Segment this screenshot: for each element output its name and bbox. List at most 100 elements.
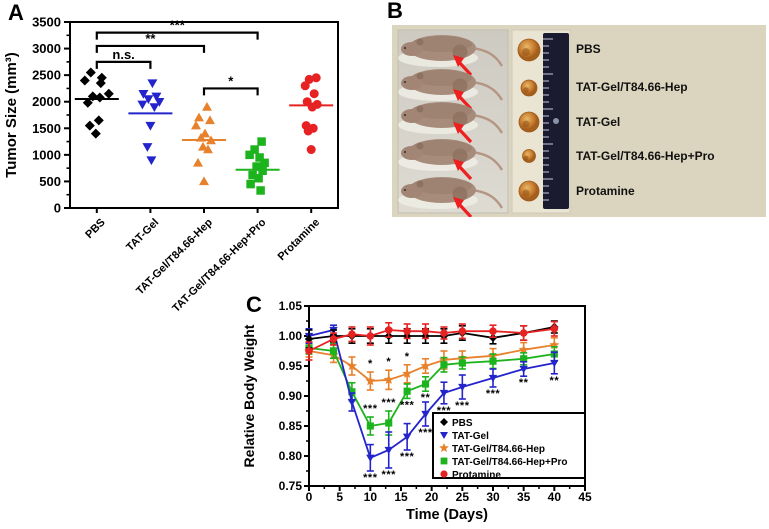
svg-text:3000: 3000 (32, 41, 61, 56)
treatment-label-4: TAT-Gel/T84.66-Hep+Pro (576, 149, 715, 163)
svg-text:0: 0 (54, 201, 61, 216)
tumor-size-plot: 0 500 1000 1500 2000 2500 3000 3500 Tumor Size (… (3, 15, 339, 315)
excised-tumor-3 (518, 111, 540, 133)
sig-star: *** (363, 403, 378, 415)
sig-star: ** (550, 375, 560, 387)
sig-star: *** (437, 405, 452, 417)
svg-text:0.75: 0.75 (279, 479, 303, 493)
svg-text:0.90: 0.90 (279, 389, 303, 403)
excised-tumor-2 (520, 79, 538, 97)
mouse-1 (398, 35, 504, 77)
svg-text:30: 30 (486, 490, 500, 504)
y-axis: 0.75 0.80 0.85 0.90 0.95 1.00 1.05 (279, 299, 309, 493)
tumor-arrow (453, 159, 473, 181)
mouse-photo-panel: PBS TAT-Gel/T84.66-Hep TAT-Gel TAT-Gel/T84.… (392, 25, 766, 217)
mouse-4 (398, 139, 504, 181)
tumor-size-chart: 0 500 1000 1500 2000 2500 3000 3500 Tumor Size (… (3, 15, 339, 315)
y-axis-title: Relative Body Weight (242, 324, 257, 467)
svg-text:TAT-Gel/T84.66-Hep: TAT-Gel/T84.66-Hep (452, 444, 545, 455)
ruler (543, 33, 569, 209)
svg-text:2500: 2500 (32, 68, 61, 83)
svg-text:0.85: 0.85 (279, 419, 303, 433)
svg-text:15: 15 (394, 490, 408, 504)
series-PBS (304, 320, 559, 349)
panel-a-label: A (8, 0, 24, 25)
series-TAT-Gel: *** ************ ******** ** (304, 324, 560, 484)
legend-entry-PBS: PBS (440, 418, 473, 429)
group-TAT-Gel/T84.66-Hep+Pro (235, 137, 280, 195)
excised-tumor-strip (511, 29, 571, 214)
svg-text:PBS: PBS (452, 418, 473, 429)
treatment-label-1: PBS (576, 42, 601, 56)
svg-text:1500: 1500 (32, 121, 61, 136)
svg-text:35: 35 (517, 490, 531, 504)
x-axis: 0 5 10 15 20 25 30 35 40 45 (306, 486, 592, 504)
body-weight-plot: 0 5 10 15 20 25 30 35 40 45 Time (Days) 0.75 0.80 0.8… (242, 299, 592, 523)
sig-label: * (228, 73, 234, 88)
svg-text:Protamine: Protamine (452, 470, 501, 481)
sig-label: n.s. (112, 47, 134, 62)
y-axis-title: Tumor Size (mm³) (3, 52, 20, 178)
svg-text:45: 45 (578, 490, 592, 504)
group-PBS (74, 67, 119, 139)
significance-brackets: n.s.****** (95, 18, 259, 96)
svg-text:500: 500 (39, 174, 61, 189)
svg-text:TAT-Gel: TAT-Gel (452, 431, 489, 442)
panel-b-label: B (387, 0, 403, 23)
legend-entry-TAT-Gel/T84.66-Hep: TAT-Gel/T84.66-Hep (439, 443, 545, 455)
svg-text:1.00: 1.00 (279, 329, 303, 343)
legend-entry-Protamine: Protamine (440, 470, 501, 481)
svg-text:25: 25 (456, 490, 470, 504)
svg-text:40: 40 (548, 490, 562, 504)
sig-star: *** (455, 400, 470, 412)
treatment-label-5: Protamine (576, 184, 635, 198)
sig-star: ** (421, 392, 431, 404)
sig-label: *** (170, 18, 186, 33)
group-TAT-Gel (128, 79, 173, 166)
mouse-5 (398, 177, 504, 217)
tumor-arrow (453, 89, 473, 111)
excised-tumor-1 (517, 38, 541, 62)
sig-star: * (405, 351, 410, 363)
series-TAT-Gel/T84.66-Hep: * * * (304, 336, 560, 391)
excised-tumor-5 (518, 180, 540, 202)
sig-star: *** (400, 399, 415, 411)
category-label: TAT-Gel/T84.66-Hep (134, 216, 215, 297)
series-TAT-Gel/T84.66-Hep+Pro: *** *** ***** (305, 341, 558, 436)
svg-text:1000: 1000 (32, 147, 61, 162)
sig-star: ** (519, 377, 529, 389)
treatment-label-2: TAT-Gel/T84.66-Hep (576, 80, 688, 94)
mouse-3 (398, 102, 504, 144)
legend-entry-TAT-Gel/T84.66-Hep+Pro: TAT-Gel/T84.66-Hep+Pro (440, 457, 568, 468)
tumor-arrow (453, 55, 473, 77)
sig-star: *** (363, 472, 378, 484)
legend: PBS TAT-Gel TAT-Gel/T84.66-Hep TAT-Gel/T84.… (432, 412, 586, 481)
sig-star: *** (418, 427, 433, 439)
sig-star: * (386, 356, 391, 368)
sig-star: *** (382, 469, 397, 481)
x-axis: PBS TAT-GelTAT-Gel/T84.66-HepTAT-Gel/T84.… (83, 208, 322, 315)
sig-star: * (368, 358, 373, 370)
sig-star: *** (400, 451, 415, 463)
legend-entry-TAT-Gel: TAT-Gel (440, 431, 489, 442)
sig-star: *** (382, 397, 397, 409)
svg-text:5: 5 (336, 490, 343, 504)
svg-text:0.95: 0.95 (279, 359, 303, 373)
sig-star: *** (486, 388, 501, 400)
svg-text:TAT-Gel/T84.66-Hep+Pro: TAT-Gel/T84.66-Hep+Pro (452, 457, 568, 468)
series-Protamine (305, 320, 559, 361)
mouse-2 (398, 69, 504, 111)
tumor-arrow (453, 122, 473, 144)
category-label: Protamine (276, 216, 323, 263)
svg-text:3500: 3500 (32, 15, 61, 30)
y-axis: 0 500 1000 1500 2000 2500 3000 3500 (32, 15, 70, 216)
x-axis-title: Time (Days) (406, 507, 488, 523)
group-TAT-Gel/T84.66-Hep (182, 102, 226, 186)
svg-text:2000: 2000 (32, 94, 61, 109)
sig-label: ** (145, 31, 156, 46)
excised-tumor-4 (522, 149, 536, 163)
category-label: PBS (83, 216, 107, 240)
category-label: TAT-Gel (124, 216, 161, 253)
group-Protamine (289, 73, 334, 155)
